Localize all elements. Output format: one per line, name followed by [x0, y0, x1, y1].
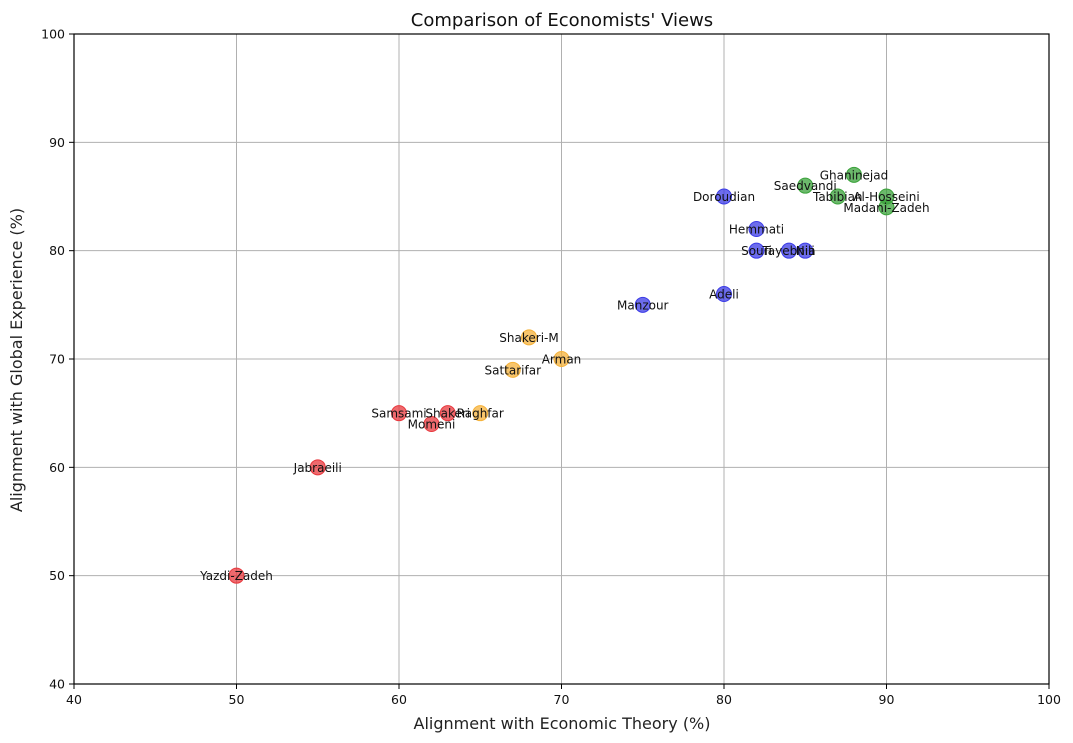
- point-label: Ghaninejad: [820, 168, 889, 182]
- data-point: [716, 286, 732, 302]
- y-axis-label: Alignment with Global Experience (%): [7, 208, 26, 512]
- chart-title: Comparison of Economists' Views: [411, 10, 713, 31]
- x-tick-label: 100: [1037, 692, 1061, 707]
- x-tick-label: 40: [66, 692, 82, 707]
- axis-ticks: 40 50 60 70 80 90 100 40 50 60 70 80 90 100: [41, 27, 1061, 708]
- y-tick-label: 60: [49, 460, 65, 475]
- plot-frame: [73, 33, 1050, 685]
- data-point: [439, 405, 456, 422]
- point-label: Momeni: [408, 418, 456, 432]
- point-label: Shakeri: [425, 407, 470, 421]
- point-label: Madani-Zadeh: [843, 201, 929, 215]
- data-point: [716, 188, 732, 205]
- point-label: Arman: [542, 353, 582, 367]
- point-label: Yazdi-Zadeh: [199, 569, 273, 583]
- point-label: Souri: [741, 244, 772, 258]
- point-label: Manzour: [617, 298, 669, 312]
- data-point: [797, 242, 814, 259]
- point-label: Hemmati: [729, 223, 784, 237]
- y-tick-label: 90: [49, 135, 65, 150]
- data-point: [309, 459, 326, 476]
- data-point: [472, 405, 489, 422]
- point-label: Raghfar: [457, 407, 504, 421]
- data-point: [878, 199, 895, 216]
- x-tick-label: 60: [391, 692, 407, 707]
- point-label: Tabibian: [812, 190, 863, 204]
- y-tick-label: 70: [49, 352, 65, 367]
- point-labels: Yazdi-ZadehJabraeiliSamsamiMomeniShakeri…: [199, 168, 929, 583]
- data-point: [748, 221, 765, 237]
- point-label: Saedvandi: [774, 179, 837, 193]
- point-label: Al-Hosseini: [853, 190, 919, 204]
- y-tick-label: 100: [41, 27, 65, 42]
- data-point: [504, 361, 521, 378]
- data-point: [228, 567, 245, 584]
- data-point: [748, 242, 765, 259]
- y-tick-label: 80: [49, 243, 65, 258]
- point-label: Nili: [796, 244, 815, 258]
- x-tick-label: 80: [716, 692, 732, 707]
- point-label: Doroudian: [693, 190, 755, 204]
- point-label: Adeli: [709, 288, 739, 302]
- y-tick-label: 40: [49, 677, 65, 692]
- data-point: [553, 351, 570, 367]
- data-point: [391, 405, 407, 422]
- point-label: Tayebnia: [761, 244, 815, 258]
- point-label: Samsami: [371, 407, 426, 421]
- data-point: [521, 329, 537, 346]
- data-points: [228, 166, 895, 584]
- point-label: Sattarifar: [484, 363, 541, 377]
- data-point: [846, 166, 862, 183]
- data-point: [423, 416, 440, 432]
- x-axis-label: Alignment with Economic Theory (%): [414, 714, 711, 733]
- data-point: [829, 188, 846, 205]
- data-point: [781, 242, 797, 259]
- data-point: [634, 296, 651, 313]
- y-tick-label: 50: [49, 568, 65, 583]
- data-point: [797, 177, 814, 194]
- x-tick-label: 90: [879, 692, 895, 707]
- point-label: Shakeri-M: [499, 331, 558, 345]
- point-label: Jabraeili: [293, 461, 342, 475]
- x-tick-label: 50: [229, 692, 245, 707]
- x-tick-label: 70: [554, 692, 570, 707]
